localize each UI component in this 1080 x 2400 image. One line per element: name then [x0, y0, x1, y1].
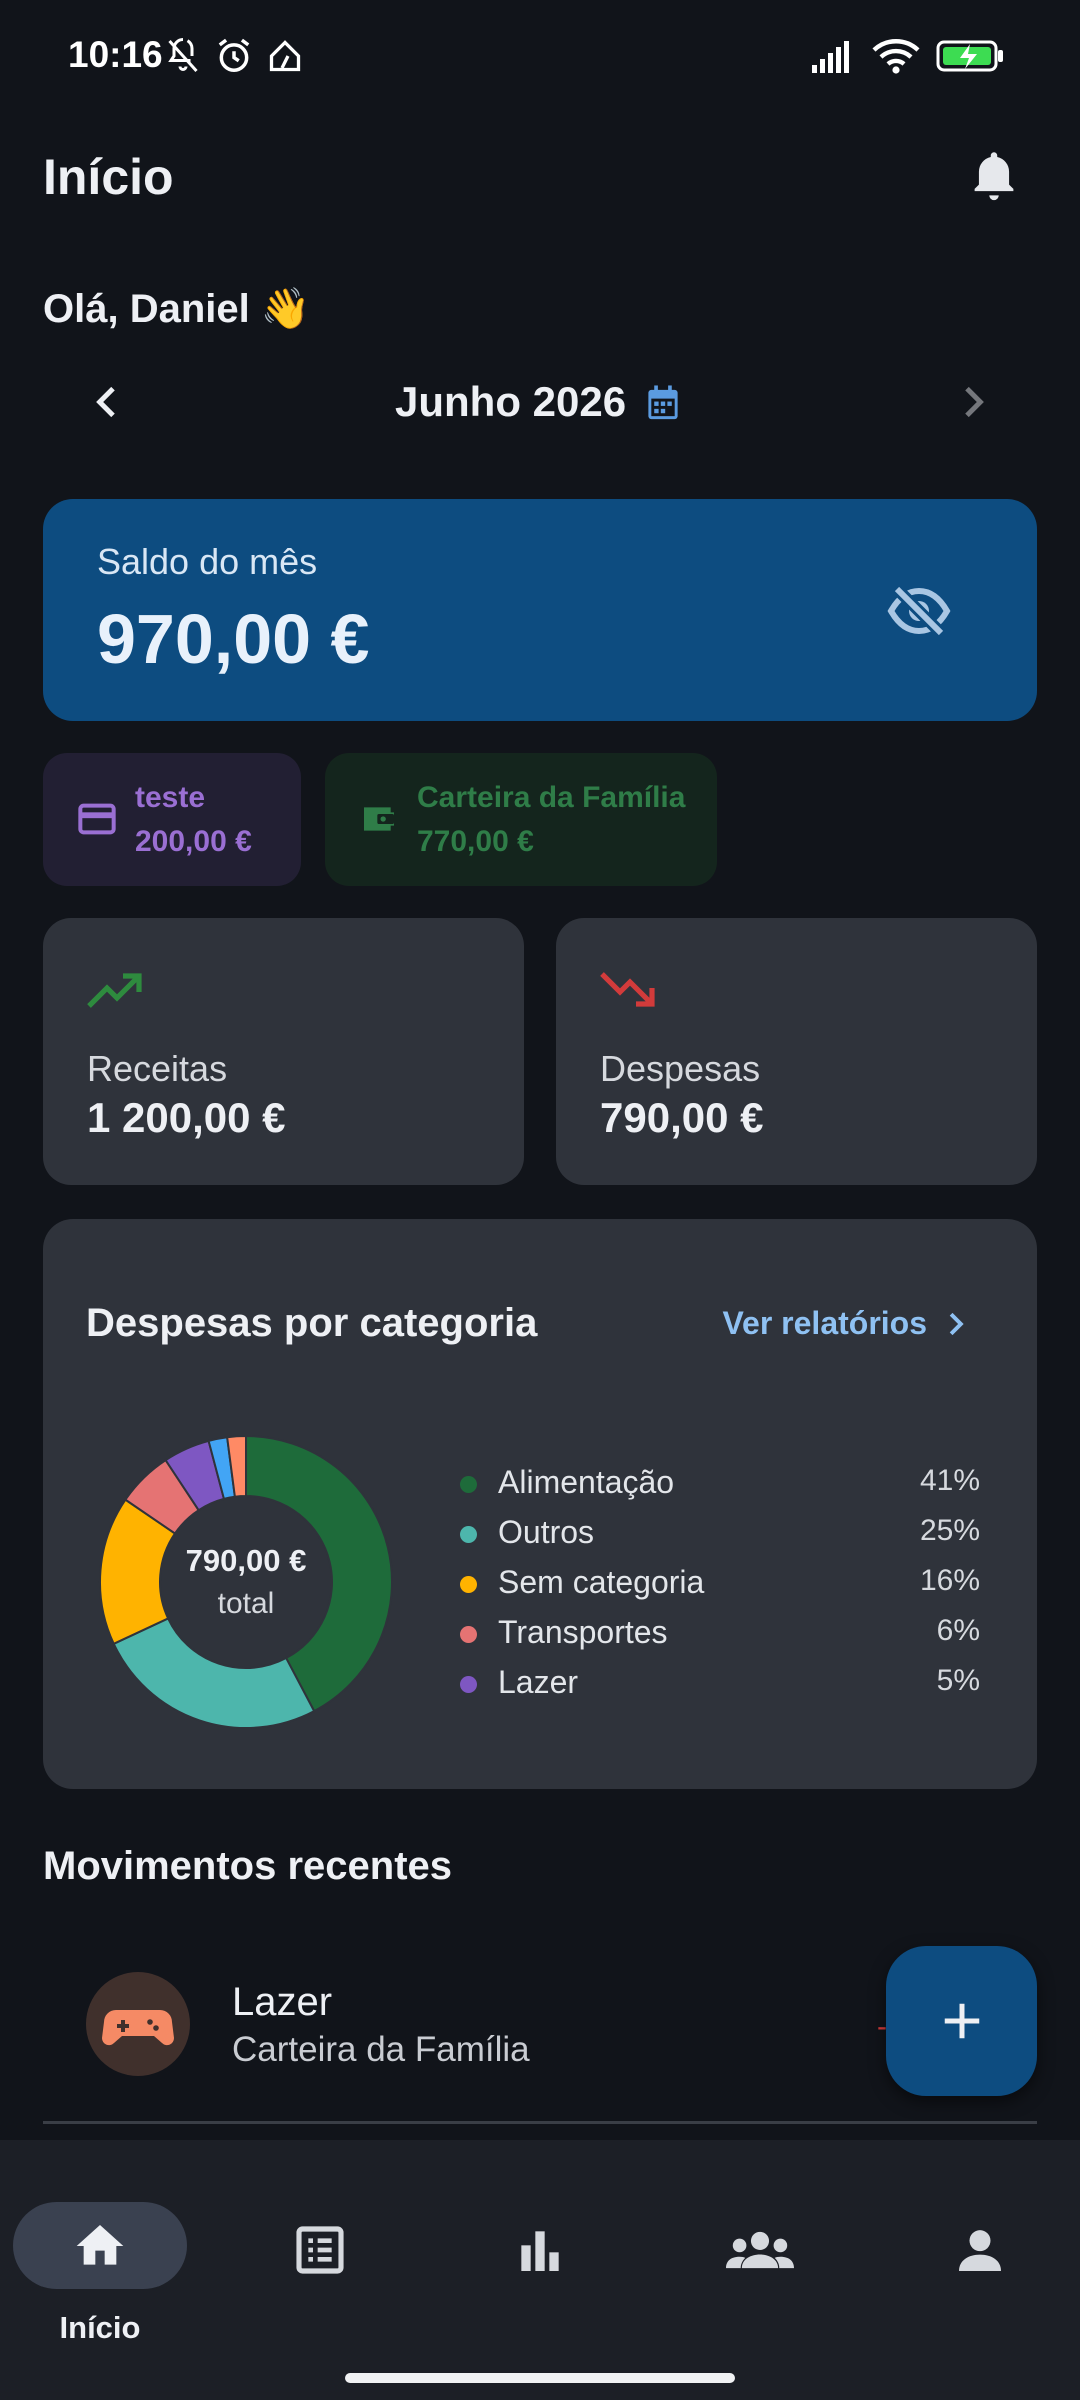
wifi-icon — [872, 39, 920, 74]
nav-home-label: Início — [59, 2310, 141, 2345]
legend-dot — [460, 1676, 477, 1693]
month-navigator: Junho 2026 — [0, 370, 1080, 436]
nav-transactions[interactable] — [230, 2170, 410, 2320]
legend-dot — [460, 1526, 477, 1543]
status-icons-left — [165, 36, 303, 76]
wallet-name: teste — [135, 781, 206, 814]
legend-percent: 6% — [936, 1614, 980, 1647]
app-notification-icon — [269, 40, 301, 72]
income-value: 1 200,00 € — [87, 1094, 286, 1141]
trending-up-icon — [87, 973, 142, 1008]
chevron-right-icon — [949, 1312, 964, 1335]
wallet-value: 200,00 € — [135, 825, 252, 858]
legend-label: Alimentação — [498, 1464, 675, 1500]
wallet-chip-teste[interactable]: teste 200,00 € — [43, 753, 301, 886]
legend-label: Lazer — [498, 1664, 579, 1700]
signal-icon — [812, 41, 849, 73]
legend-label: Outros — [498, 1514, 595, 1550]
legend-percent: 16% — [919, 1564, 980, 1597]
wallet-icon — [364, 807, 394, 831]
chevron-left-icon[interactable] — [88, 382, 128, 422]
income-label: Receitas — [87, 1048, 228, 1089]
legend-dot — [460, 1576, 477, 1593]
transaction-amount: - — [877, 2010, 887, 2043]
view-reports-link[interactable]: Ver relatórios — [722, 1305, 967, 1342]
balance-card: Saldo do mês 970,00 € — [43, 499, 1037, 721]
transaction-wallet: Carteira da Família — [232, 2030, 530, 2069]
bar-chart-icon — [521, 2231, 559, 2271]
status-time: 10:16 — [68, 34, 163, 75]
nav-family[interactable] — [670, 2170, 850, 2320]
transaction-row[interactable]: Lazer Carteira da Família - — [43, 1950, 1037, 2122]
gamepad-icon — [101, 2010, 175, 2046]
add-transaction-button[interactable] — [886, 1946, 1037, 2096]
donut-slice-1 — [112, 1617, 316, 1729]
legend-percent: 41% — [919, 1464, 980, 1497]
divider — [43, 2121, 1037, 2124]
category-card-title: Despesas por categoria — [86, 1301, 538, 1345]
legend-label: Transportes — [498, 1614, 668, 1650]
donut-slice-6 — [226, 1434, 247, 1498]
donut-slice-0 — [245, 1434, 393, 1713]
expenses-card[interactable]: Despesas 790,00 € — [556, 918, 1037, 1185]
group-icon — [726, 2231, 794, 2269]
expenses-label: Despesas — [600, 1048, 761, 1089]
wallet-name: Carteira da Família — [417, 781, 686, 814]
legend-percent: 25% — [919, 1514, 980, 1547]
page-title: Início — [43, 149, 174, 205]
plus-icon — [944, 2003, 980, 2039]
donut-center-label: total — [217, 1587, 275, 1620]
legend-item: Outros 25% — [460, 1512, 980, 1562]
legend-item: Alimentação 41% — [460, 1462, 980, 1512]
status-icons-right — [812, 38, 1004, 74]
balance-label: Saldo do mês — [97, 541, 318, 582]
nav-profile[interactable] — [890, 2170, 1070, 2320]
home-icon — [76, 2225, 124, 2265]
alarm-icon — [218, 38, 250, 72]
income-card[interactable]: Receitas 1 200,00 € — [43, 918, 524, 1185]
category-donut-chart — [99, 1434, 393, 1729]
notifications-off-icon — [168, 38, 198, 73]
home-indicator — [345, 2373, 735, 2383]
visibility-off-icon[interactable] — [887, 583, 951, 639]
recent-title: Movimentos recentes — [43, 1844, 453, 1888]
legend-item: Transportes 6% — [460, 1612, 980, 1662]
legend-percent: 5% — [936, 1664, 980, 1697]
legend-dot — [460, 1476, 477, 1493]
expenses-value: 790,00 € — [600, 1094, 764, 1141]
legend-item: Lazer 5% — [460, 1662, 980, 1712]
wallet-chip-carteira-familia[interactable]: Carteira da Família 770,00 € — [325, 753, 717, 886]
bell-icon[interactable] — [968, 148, 1020, 204]
view-reports-label: Ver relatórios — [722, 1305, 927, 1341]
month-label[interactable]: Junho 2026 — [395, 378, 627, 425]
transaction-title: Lazer — [232, 1980, 333, 2024]
person-icon — [959, 2230, 1001, 2271]
bottom-navigation: Início — [0, 2140, 1080, 2400]
expenses-by-category-card: Despesas por categoria Ver relatórios 79… — [43, 1219, 1037, 1789]
category-legend: Alimentação 41% Outros 25% Sem categoria 16% T… — [460, 1462, 980, 1712]
battery-charging-icon — [936, 40, 1003, 72]
wallet-value: 770,00 € — [417, 825, 534, 858]
category-avatar — [86, 1972, 190, 2076]
greeting: Olá, Daniel 👋 — [43, 287, 311, 331]
legend-label: Sem categoria — [498, 1564, 705, 1600]
chevron-right-icon[interactable] — [952, 382, 992, 422]
trending-down-icon — [600, 972, 655, 1007]
list-icon — [296, 2226, 344, 2274]
legend-item: Sem categoria 16% — [460, 1562, 980, 1612]
credit-card-icon — [78, 803, 116, 835]
nav-home[interactable]: Início — [0, 2170, 187, 2345]
donut-center-value: 790,00 € — [185, 1543, 307, 1578]
nav-reports[interactable] — [450, 2170, 630, 2320]
balance-value: 970,00 € — [97, 600, 370, 678]
calendar-icon[interactable] — [645, 384, 681, 422]
legend-dot — [460, 1626, 477, 1643]
